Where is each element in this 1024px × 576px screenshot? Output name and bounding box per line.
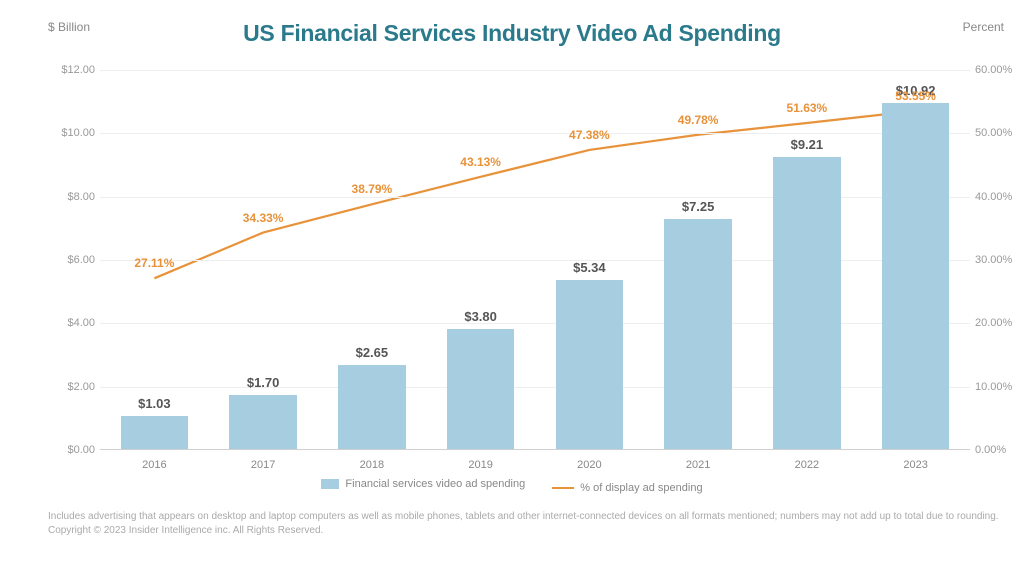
bar: $1.03 bbox=[121, 416, 188, 449]
bar: $5.34 bbox=[556, 280, 623, 449]
bar: $1.70 bbox=[229, 395, 296, 449]
y-left-tick: $4.00 bbox=[45, 317, 95, 329]
line-value-label: 27.11% bbox=[134, 256, 174, 270]
chart-title: US Financial Services Industry Video Ad … bbox=[0, 20, 1024, 47]
legend-label-bars: Financial services video ad spending bbox=[345, 478, 525, 490]
x-tick: 2017 bbox=[251, 459, 275, 471]
bar-value-label: $5.34 bbox=[556, 260, 623, 275]
line-value-label: 49.78% bbox=[678, 113, 719, 127]
x-tick: 2019 bbox=[468, 459, 492, 471]
line-value-label: 43.13% bbox=[460, 155, 501, 169]
bar-swatch-icon bbox=[321, 479, 339, 489]
y-left-tick: $2.00 bbox=[45, 381, 95, 393]
x-tick: 2018 bbox=[360, 459, 384, 471]
legend-item-bars: Financial services video ad spending bbox=[321, 478, 525, 490]
y-right-tick: 20.00% bbox=[975, 317, 1024, 329]
y-left-tick: $6.00 bbox=[45, 254, 95, 266]
y-left-tick: $10.00 bbox=[45, 127, 95, 139]
x-tick: 2022 bbox=[795, 459, 819, 471]
bar: $9.21 bbox=[773, 157, 840, 449]
y-right-tick: 50.00% bbox=[975, 127, 1024, 139]
x-tick: 2023 bbox=[903, 459, 927, 471]
bar: $2.65 bbox=[338, 365, 405, 449]
bar-value-label: $1.03 bbox=[121, 396, 188, 411]
x-tick: 2021 bbox=[686, 459, 710, 471]
y-right-tick: 40.00% bbox=[975, 191, 1024, 203]
y-right-tick: 10.00% bbox=[975, 381, 1024, 393]
y-left-tick: $8.00 bbox=[45, 191, 95, 203]
x-tick: 2020 bbox=[577, 459, 601, 471]
footnote-line-1: Includes advertising that appears on des… bbox=[48, 510, 1004, 524]
line-value-label: 51.63% bbox=[787, 101, 828, 115]
plot-area: $0.000.00%$2.0010.00%$4.0020.00%$6.0030.… bbox=[100, 70, 970, 450]
footnote-line-2: Copyright © 2023 Insider Intelligence in… bbox=[48, 524, 1004, 538]
y-right-tick: 0.00% bbox=[975, 444, 1024, 456]
x-tick: 2016 bbox=[142, 459, 166, 471]
bar-value-label: $7.25 bbox=[664, 199, 731, 214]
legend: Financial services video ad spending % o… bbox=[0, 478, 1024, 494]
bar-value-label: $9.21 bbox=[773, 137, 840, 152]
bar-value-label: $2.65 bbox=[338, 345, 405, 360]
gridline bbox=[100, 70, 970, 71]
bar: $3.80 bbox=[447, 329, 514, 449]
line-value-label: 53.55% bbox=[895, 89, 936, 103]
y-left-tick: $0.00 bbox=[45, 444, 95, 456]
bar: $7.25 bbox=[664, 219, 731, 449]
bar-value-label: $3.80 bbox=[447, 309, 514, 324]
y-right-tick: 60.00% bbox=[975, 64, 1024, 76]
bar-value-label: $1.70 bbox=[229, 375, 296, 390]
line-value-label: 47.38% bbox=[569, 128, 610, 142]
footnote: Includes advertising that appears on des… bbox=[48, 510, 1004, 537]
gridline bbox=[100, 133, 970, 134]
legend-label-line: % of display ad spending bbox=[580, 482, 702, 494]
y-right-tick: 30.00% bbox=[975, 254, 1024, 266]
line-value-label: 34.33% bbox=[243, 211, 284, 225]
legend-item-line: % of display ad spending bbox=[552, 482, 702, 494]
bar: $10.92 bbox=[882, 103, 949, 449]
chart-container: $ Billion Percent US Financial Services … bbox=[0, 0, 1024, 576]
line-value-label: 38.79% bbox=[352, 182, 393, 196]
y-left-tick: $12.00 bbox=[45, 64, 95, 76]
line-swatch-icon bbox=[552, 487, 574, 489]
